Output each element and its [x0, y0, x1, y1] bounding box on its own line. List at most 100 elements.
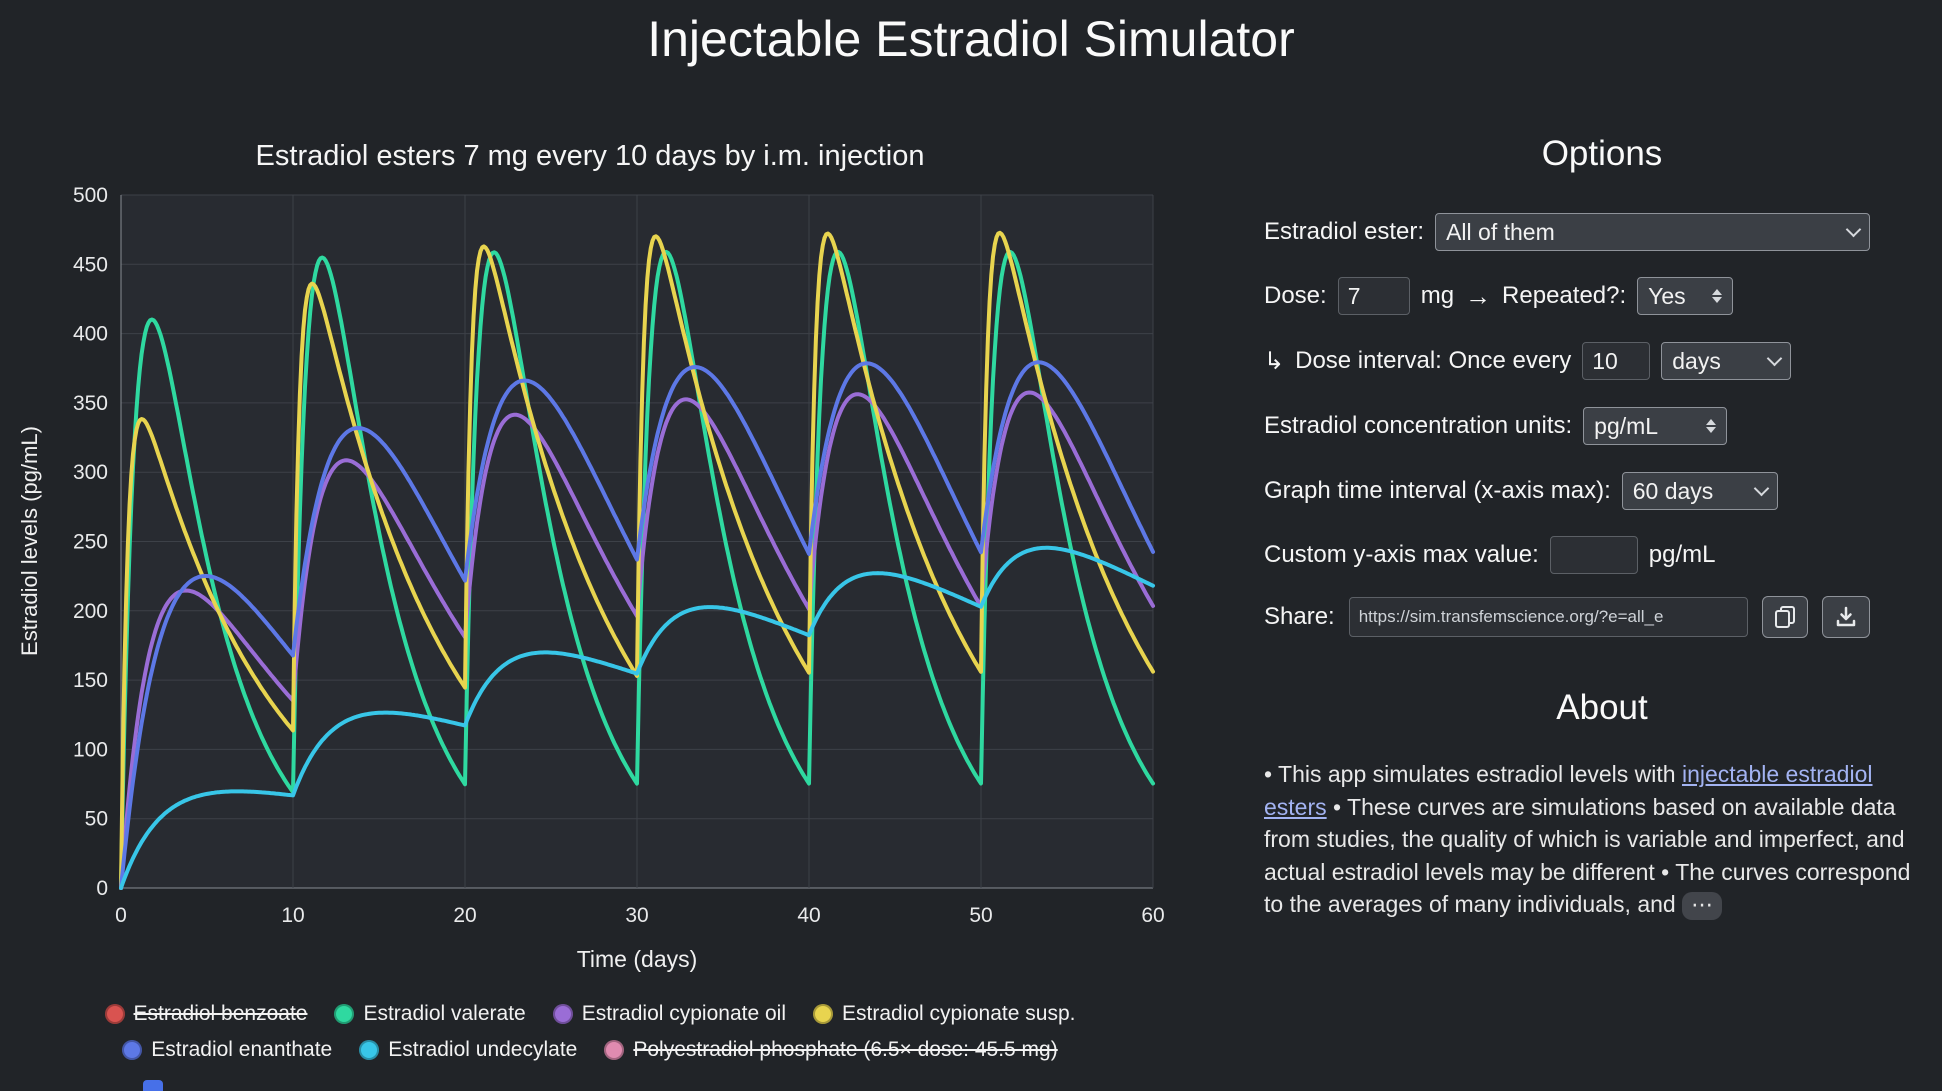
about-link-injectable-estradiol-esters[interactable]: injectable estradiol esters: [1264, 761, 1873, 820]
y-tick-label: 400: [73, 323, 108, 346]
dose-row: Dose: mg → Repeated?: Yes: [1264, 275, 1870, 317]
more-button[interactable]: ⋯: [1682, 891, 1723, 920]
custom-y-max-unit-label: pg/mL: [1648, 541, 1716, 568]
graph-interval-value: 60 days: [1632, 477, 1714, 504]
y-tick-label: 450: [73, 253, 108, 276]
graph-interval-row: Graph time interval (x-axis max): 60 day…: [1264, 470, 1870, 512]
custom-y-max-input[interactable]: [1549, 536, 1638, 574]
concentration-units-select[interactable]: pg/mL: [1583, 407, 1728, 445]
x-tick-label: 50: [969, 904, 992, 927]
download-button[interactable]: [1822, 596, 1870, 638]
dose-interval-input[interactable]: [1582, 342, 1651, 380]
download-icon: [1836, 606, 1856, 627]
share-url-input[interactable]: [1348, 597, 1748, 637]
x-tick-label: 20: [453, 904, 476, 927]
options-heading: Options: [1541, 134, 1663, 173]
y-tick-label: 200: [73, 600, 108, 623]
chart-legend: Estradiol benzoate Estradiol valerate Estr…: [0, 1002, 1180, 1062]
dose-interval-unit-value: days: [1672, 347, 1721, 374]
y-tick-label: 250: [73, 531, 108, 554]
x-axis-label: Time (days): [576, 946, 698, 972]
arrow-right-icon: →: [1465, 280, 1492, 311]
legend-item-estradiol-cypionate-oil[interactable]: Estradiol cypionate oil: [552, 1002, 786, 1026]
estradiol-ester-select[interactable]: All of them: [1435, 213, 1870, 251]
share-label: Share:: [1264, 603, 1335, 630]
chart-title: Estradiol esters 7 mg every 10 days by i…: [255, 140, 925, 172]
legend-item-estradiol-enanthate[interactable]: Estradiol enanthate: [122, 1038, 332, 1062]
legend-item-estradiol-undecylate[interactable]: Estradiol undecylate: [359, 1038, 577, 1062]
custom-y-max-label: Custom y-axis max value:: [1264, 541, 1539, 568]
legend-dot: [122, 1040, 143, 1060]
concentration-units-label: Estradiol concentration units:: [1264, 412, 1573, 439]
partial-bottom-element[interactable]: [143, 1080, 163, 1091]
legend-label: Estradiol undecylate: [388, 1038, 578, 1061]
curve-estradiol-enanthate: [119, 360, 1155, 890]
copy-link-button[interactable]: [1762, 596, 1808, 638]
legend-label: Estradiol cypionate susp.: [842, 1002, 1076, 1025]
legend-dot: [104, 1004, 125, 1024]
options-panel: Estradiol ester: All of them Dose: mg → …: [1264, 0, 1870, 700]
legend-item-estradiol-cypionate-susp[interactable]: Estradiol cypionate susp.: [813, 1002, 1075, 1026]
legend-label: Estradiol enanthate: [151, 1038, 333, 1061]
legend-item-estradiol-benzoate[interactable]: Estradiol benzoate: [104, 1002, 308, 1026]
graph-interval-label: Graph time interval (x-axis max):: [1264, 477, 1611, 504]
x-tick-label: 0: [115, 904, 127, 927]
repeated-value: Yes: [1648, 282, 1686, 309]
about-text-part1: • This app simulates estradiol levels wi…: [1264, 761, 1682, 787]
share-row: Share:: [1264, 596, 1870, 638]
concentration-units-row: Estradiol concentration units: pg/mL: [1264, 405, 1870, 447]
dose-label: Dose:: [1264, 282, 1327, 309]
legend-label: Estradiol cypionate oil: [581, 1002, 786, 1025]
dose-unit-label: mg: [1420, 282, 1455, 309]
legend-item-polyestradiol-phosphate-6-5-dose-45-5-mg[interactable]: Polyestradiol phosphate (6.5× dose: 45.5…: [604, 1038, 1058, 1062]
legend-dot: [334, 1004, 355, 1024]
legend-row: Estradiol enanthate Estradiol undecylate P…: [122, 1038, 1058, 1062]
about-text: • This app simulates estradiol levels wi…: [1264, 758, 1914, 921]
legend-label: Estradiol benzoate: [133, 1002, 308, 1025]
estradiol-ester-row: Estradiol ester: All of them: [1264, 211, 1870, 253]
x-tick-label: 60: [1141, 904, 1164, 927]
y-tick-label: 300: [73, 461, 108, 484]
estradiol-ester-label: Estradiol ester:: [1264, 218, 1425, 245]
legend-item-estradiol-valerate[interactable]: Estradiol valerate: [334, 1002, 526, 1026]
curve-estradiol-undecylate: [119, 545, 1155, 890]
repeated-label: Repeated?:: [1502, 282, 1627, 309]
chevron-down-icon: [1845, 221, 1862, 237]
x-tick-label: 40: [797, 904, 820, 927]
legend-label: Estradiol valerate: [363, 1002, 526, 1025]
legend-dot: [813, 1004, 833, 1024]
legend-row: Estradiol benzoate Estradiol valerate Estr…: [104, 1002, 1075, 1026]
y-axis-label: Estradiol levels (pg/mL): [17, 426, 42, 656]
y-tick-label: 50: [85, 808, 108, 831]
about-heading: About: [1556, 688, 1648, 727]
x-tick-label: 30: [625, 904, 648, 927]
dose-interval-row: ↳ Dose interval: Once every days: [1264, 340, 1870, 382]
y-tick-label: 0: [96, 877, 108, 900]
legend-label: Polyestradiol phosphate (6.5× dose: 45.5…: [633, 1038, 1058, 1061]
dose-interval-label: Dose interval: Once every: [1295, 347, 1572, 374]
estradiol-levels-chart[interactable]: 0 50 100 150 200 250 300 350 400 450 500 0 10 20 30 40 5…: [0, 170, 1180, 960]
legend-dot: [604, 1040, 625, 1060]
about-text-part2: • These curves are simulations based on …: [1264, 793, 1911, 918]
dose-input[interactable]: [1337, 277, 1410, 315]
custom-y-max-row: Custom y-axis max value: pg/mL: [1264, 534, 1870, 576]
y-tick-label: 100: [73, 738, 108, 761]
chevron-down-icon: [1766, 350, 1783, 366]
x-tick-label: 10: [281, 904, 304, 927]
concentration-units-value: pg/mL: [1594, 412, 1659, 439]
updown-arrows-icon: [1706, 419, 1716, 433]
repeated-select[interactable]: Yes: [1637, 277, 1734, 315]
chevron-down-icon: [1753, 480, 1770, 496]
legend-dot: [359, 1040, 380, 1060]
legend-dot: [552, 1004, 573, 1024]
y-tick-label: 150: [73, 669, 108, 692]
y-tick-label: 500: [73, 184, 108, 207]
graph-interval-select[interactable]: 60 days: [1621, 472, 1778, 510]
return-arrow-icon: ↳: [1264, 347, 1285, 375]
estradiol-ester-value: All of them: [1446, 218, 1555, 245]
updown-arrows-icon: [1712, 289, 1722, 303]
dose-interval-unit-select[interactable]: days: [1661, 342, 1792, 380]
curve-estradiol-cypionate-susp: [119, 230, 1155, 890]
y-tick-label: 350: [73, 392, 108, 415]
